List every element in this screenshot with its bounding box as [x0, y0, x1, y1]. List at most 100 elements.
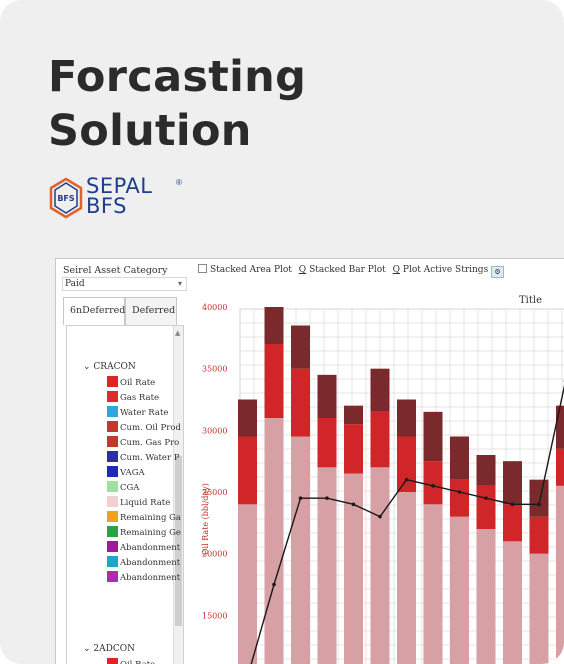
chevron-down-icon: ▾ [177, 279, 182, 288]
y-tick-label: 40000 [202, 303, 227, 312]
settings-icon[interactable]: ⚙ [491, 266, 505, 278]
bar-segment-bottom [423, 504, 443, 664]
line-point [510, 502, 515, 507]
bar-segment-middle [317, 418, 337, 468]
bar-segment-top [556, 405, 564, 449]
color-swatch [107, 541, 118, 552]
line-point [378, 514, 382, 519]
stacked-area-label: Stacked Area Plot [210, 265, 292, 275]
bar-segment-middle [450, 479, 469, 517]
y-axis-label: Oil Rate (bbl/day) [201, 483, 210, 555]
tab-deferred[interactable]: Deferred [125, 297, 177, 325]
line-point [484, 496, 488, 500]
color-swatch [107, 451, 118, 462]
forecast-line [250, 384, 564, 664]
tree-item-label: Abandonment [120, 543, 181, 553]
tab-strip: 6nDeferred Deferred [63, 297, 177, 325]
color-swatch [107, 556, 118, 567]
tree-item-label: Abandonment [120, 558, 181, 568]
line-point [404, 477, 409, 482]
bar-segment-bottom [238, 504, 257, 664]
color-swatch [107, 376, 118, 387]
bar-segment-bottom [370, 467, 390, 664]
tree-item[interactable]: Cum. Gas Pro [107, 436, 179, 451]
bar-segment-top [503, 461, 522, 505]
tree-item[interactable]: Abandonment [107, 541, 180, 556]
tree-item[interactable]: VAGA [107, 466, 145, 481]
asset-category-dropdown[interactable]: Paid ▾ [62, 277, 187, 291]
bar-segment-bottom [291, 436, 310, 664]
line-point [457, 490, 462, 494]
bar-segment-top [397, 399, 416, 437]
tree-scrollbar[interactable]: ▲ [173, 326, 183, 664]
tree-group-2-label: 2ADCON [93, 644, 135, 654]
tab-undeferred[interactable]: 6nDeferred [63, 297, 125, 325]
hexagon-logo-icon: BFS [49, 177, 83, 219]
y-tick-label: 20000 [202, 550, 227, 559]
logo-badge-text: BFS [57, 194, 75, 203]
tree-item[interactable]: Cum. Water P [107, 451, 179, 466]
tree-item[interactable]: Oil Rate [107, 376, 155, 391]
stacked-bar-checkbox-label[interactable]: Q [298, 265, 307, 275]
line-point [537, 502, 541, 507]
color-swatch [107, 481, 118, 492]
tree-item-label: Remaining Ge [120, 528, 181, 538]
tree-group-2[interactable]: ⌄ 2ADCON [83, 644, 135, 654]
bar-segment-bottom [476, 529, 496, 664]
active-strings-checkbox-label[interactable]: Q [392, 265, 401, 275]
scroll-thumb[interactable] [175, 456, 182, 626]
asset-category-label: Seirel Asset Category [63, 265, 168, 276]
dropdown-value: Paid [65, 279, 85, 289]
line-point [351, 502, 356, 507]
bar-segment-bottom [556, 485, 564, 664]
tree-group-1-label: CRACON [93, 362, 136, 372]
tree-item[interactable]: CGA [107, 481, 139, 496]
tree-item[interactable]: Cum. Oil Prod [107, 421, 181, 436]
stacked-bar-label: Stacked Bar Plot [309, 265, 386, 275]
bar-segment-bottom [529, 553, 549, 664]
chart-title: Title [519, 295, 542, 306]
sepal-bfs-logo: BFS SEPAL BFS ® [48, 176, 198, 220]
logo-line1: SEPAL [86, 174, 153, 198]
bar-segment-middle [344, 424, 363, 474]
tree-item[interactable]: Remaining Ga [107, 511, 181, 526]
tree-item[interactable]: Gas Rate [107, 391, 159, 406]
tree-item-label: VAGA [120, 468, 145, 478]
plot-toolbar: Stacked Area Plot Q Stacked Bar Plot Q P… [198, 264, 505, 278]
line-point [298, 496, 303, 500]
color-swatch [107, 436, 118, 447]
bar-segment-bottom [450, 516, 469, 664]
forecast-chart: Title40000350003000025000200001500010000… [201, 295, 564, 664]
bar-segment-middle [556, 448, 564, 486]
tree-item-label: Abandonment [120, 573, 181, 583]
bar-segment-bottom [397, 492, 416, 664]
bar-segment-middle [264, 344, 284, 418]
tree-item[interactable]: Water Rate [107, 406, 168, 421]
bar-segment-top [317, 374, 337, 418]
color-swatch [107, 571, 118, 582]
tree-item[interactable]: Oil Rate [107, 658, 155, 664]
tree-item-label: Gas Rate [120, 393, 160, 403]
line-point [431, 484, 435, 488]
headline-line2: Solution [48, 106, 252, 156]
stacked-area-checkbox[interactable] [198, 264, 207, 273]
headline: Forcasting Solution [48, 50, 306, 158]
bar-segment-middle [476, 485, 496, 529]
tree-item-label: Liquid Rate [120, 498, 171, 508]
tree-group-1[interactable]: ⌄ CRACON [83, 362, 136, 372]
bar-segment-top [370, 368, 390, 412]
tree-item[interactable]: Liquid Rate [107, 496, 170, 511]
color-swatch [107, 658, 118, 664]
variable-tree: ▲ ⌄ CRACON Oil Rate Gas Rate Water Rate Cum… [66, 325, 184, 664]
bar-segment-bottom [317, 467, 337, 664]
line-point [325, 496, 329, 500]
tree-item[interactable]: Abandonment [107, 571, 180, 586]
bar-segment-top [476, 455, 496, 486]
tree-item-label: Water Rate [120, 408, 169, 418]
scroll-up-icon[interactable]: ▲ [175, 329, 181, 337]
bar-segment-top [291, 325, 310, 369]
headline-line1: Forcasting [48, 52, 307, 102]
tree-item[interactable]: Remaining Ge [107, 526, 181, 541]
y-tick-label: 15000 [202, 611, 227, 620]
tree-item[interactable]: Abandonment [107, 556, 180, 571]
